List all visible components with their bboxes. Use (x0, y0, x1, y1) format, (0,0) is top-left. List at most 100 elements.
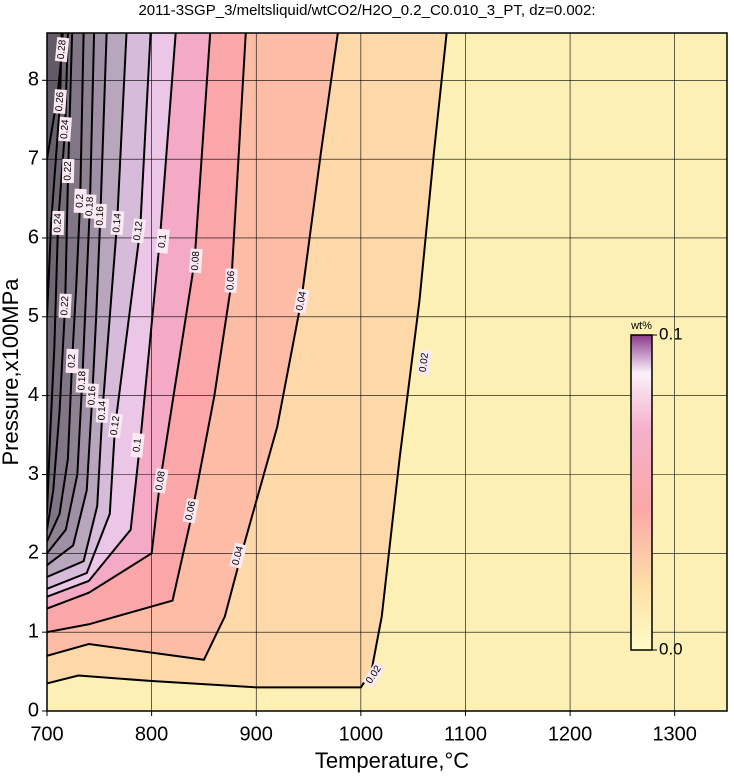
contour-label: 0.18 (76, 370, 88, 390)
label-bg (95, 398, 109, 423)
plot-frame (46, 32, 728, 712)
label-bg (53, 89, 67, 114)
contour-label-group: 0.28 (54, 37, 70, 63)
label-bg (85, 383, 99, 408)
plot-area: 0.020.020.040.040.060.060.080.080.10.10.… (47, 33, 727, 711)
label-bg (416, 349, 432, 376)
label-bg (110, 210, 125, 236)
y-tick-label: 3 (28, 463, 39, 485)
contour-label: 0.28 (56, 39, 69, 60)
contour-label: 0.06 (225, 270, 237, 291)
contour-label: 0.1 (131, 437, 143, 452)
contour-label: 0.12 (132, 220, 145, 241)
contour-label: 0.14 (96, 400, 108, 420)
label-bg (54, 37, 70, 63)
contour-label-group: 0.1 (130, 432, 145, 458)
label-bg (224, 268, 238, 293)
y-tick-label: 2 (28, 542, 39, 564)
label-bg (189, 248, 203, 274)
label-bg (155, 228, 170, 254)
label-bg (51, 210, 65, 236)
colorbar (630, 334, 653, 651)
contour-label-group: 0.26 (53, 89, 67, 114)
contour-label: 0.04 (230, 544, 246, 566)
contour-label-group: 0.08 (152, 468, 169, 494)
contour-label: 0.2 (66, 353, 78, 368)
contour-label-group: 0.06 (182, 497, 199, 524)
contour-label: 0.14 (111, 212, 124, 233)
label-bg (229, 542, 248, 569)
label-bg (83, 194, 97, 219)
x-axis-label: Temperature,°C (315, 748, 469, 773)
label-bg (65, 348, 79, 374)
contour-label: 0.22 (63, 161, 74, 181)
x-tick-label: 1100 (444, 723, 487, 745)
y-tick-label: 8 (28, 69, 39, 91)
contour-line (47, 33, 69, 514)
overlay: 700 800 900 1000 1100 1200 1300 0 1 2 3 4 5 6 7 8 wt% 0.1… (28, 32, 728, 745)
contour-label-group: 0.04 (229, 542, 248, 569)
y-axis-label: Pressure,x100MPa (0, 278, 23, 466)
contour-label-group: 0.24 (58, 116, 72, 142)
x-tick-label: 1300 (652, 723, 697, 745)
y-tick-label: 4 (28, 384, 39, 406)
contour-label-group: 0.06 (224, 268, 238, 293)
contour-label-group: 0.16 (93, 203, 107, 229)
colorbar-tick-label: 0.1 (659, 324, 683, 343)
contour-label-group: 0.14 (95, 398, 109, 423)
y-tick-label: 6 (28, 226, 39, 248)
x-tick-label: 700 (30, 723, 63, 745)
contour-label: 0.18 (84, 196, 96, 216)
contour-label-group: 0.22 (61, 158, 75, 184)
label-bg (73, 188, 87, 214)
chart-title: 2011-3SGP_3/meltsliquid/wtCO2/H2O_0.2_C0… (138, 2, 595, 19)
contour-label-group: 0.1 (155, 228, 170, 254)
contour-label: 0.12 (109, 415, 122, 436)
contour-label: 0.2 (74, 193, 86, 208)
contour-label-group: 0.2 (73, 188, 87, 214)
contour-label: 0.08 (154, 470, 168, 491)
colorbar-label: wt% (630, 320, 652, 332)
label-bg (362, 661, 386, 689)
contour-label-group: 0.2 (65, 348, 79, 374)
contour-label: 0.08 (190, 250, 202, 271)
x-tick-label: 1000 (339, 723, 384, 745)
x-tick-label: 1200 (548, 723, 593, 745)
y-tick-label: 7 (28, 147, 39, 169)
contour-label-group: 0.12 (107, 412, 123, 439)
label-bg (152, 468, 169, 494)
contour-label-group: 0.22 (58, 293, 72, 319)
contour-label-group: 0.02 (416, 349, 432, 376)
contour-label: 0.02 (418, 352, 431, 373)
contour-line (47, 33, 177, 598)
contour-label: 0.26 (54, 91, 66, 112)
label-bg (58, 293, 72, 319)
x-tick-label: 800 (135, 723, 168, 745)
contour-label: 0.22 (59, 295, 71, 315)
contour-label: 0.04 (294, 290, 309, 312)
contour-line (47, 33, 152, 590)
y-tick-label: 1 (28, 620, 39, 642)
label-bg (131, 218, 147, 244)
contour-label-group: 0.16 (85, 383, 99, 408)
contour-label: 0.24 (59, 119, 71, 140)
contour-label-group: 0.18 (75, 368, 89, 393)
label-bg (93, 203, 107, 229)
label-bg (75, 368, 89, 393)
contour-label-group: 0.08 (189, 248, 203, 274)
label-bg (130, 432, 145, 458)
x-tick-label: 900 (240, 723, 273, 745)
label-bg (58, 116, 72, 142)
contour-label: 0.24 (52, 213, 64, 233)
contour-label-group: 0.18 (83, 194, 97, 219)
contour-line (47, 33, 212, 610)
contour-label: 0.16 (95, 206, 107, 226)
contour-label-group: 0.04 (293, 288, 310, 314)
contour-label: 0.1 (157, 233, 169, 248)
contour-label: 0.06 (184, 500, 199, 522)
colorbar-tick-label: 0.0 (659, 639, 683, 658)
label-bg (61, 158, 75, 184)
contour-line (47, 33, 74, 530)
label-bg (293, 288, 310, 314)
